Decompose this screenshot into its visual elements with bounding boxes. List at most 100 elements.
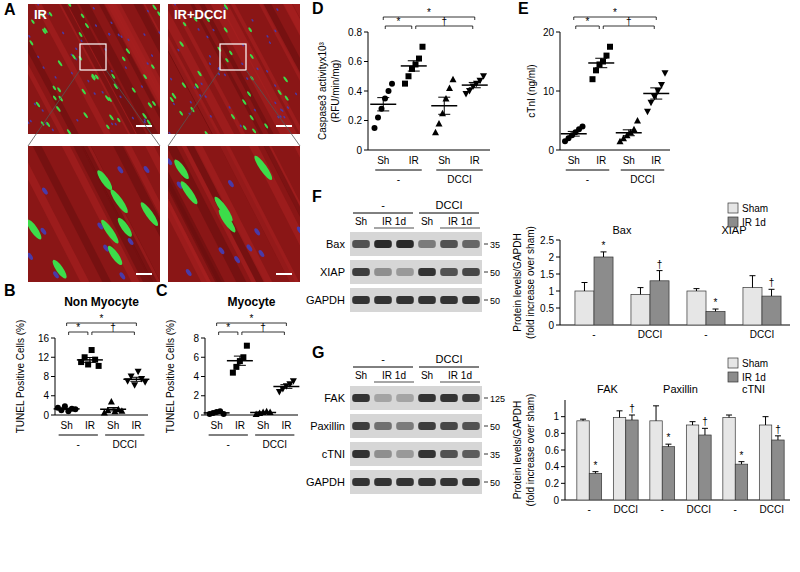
error-cap bbox=[595, 67, 607, 68]
group-label: DCCI bbox=[447, 174, 471, 185]
fiber bbox=[210, 4, 290, 134]
row-label: FAK bbox=[324, 392, 345, 404]
error-bar bbox=[211, 412, 223, 413]
x-tick-label: Sh bbox=[623, 155, 635, 166]
error-cap bbox=[665, 444, 671, 445]
point bbox=[439, 110, 446, 117]
band bbox=[462, 478, 480, 486]
nucleus bbox=[140, 85, 143, 88]
nucleus bbox=[28, 121, 30, 124]
mw-label: 50 bbox=[490, 478, 500, 488]
tunel-cell bbox=[55, 106, 61, 113]
point bbox=[406, 73, 412, 79]
tunel-cell bbox=[242, 99, 248, 106]
tunel-cell bbox=[230, 113, 235, 119]
error-stem bbox=[413, 61, 414, 71]
y-tick-label: 0 bbox=[193, 410, 199, 421]
band bbox=[396, 394, 414, 402]
error-cap bbox=[84, 357, 96, 358]
tunel-cell bbox=[242, 125, 247, 131]
error-cap bbox=[617, 410, 623, 411]
nucleus bbox=[93, 92, 96, 95]
nucleus bbox=[283, 115, 286, 118]
y-tick bbox=[556, 308, 560, 309]
y-tick bbox=[364, 61, 368, 62]
mw-tick bbox=[484, 426, 488, 427]
y-tick-label: 16 bbox=[38, 333, 50, 344]
tunel-cell bbox=[78, 32, 83, 38]
significance-label: † bbox=[260, 322, 266, 333]
point bbox=[480, 73, 487, 80]
y-tick-label: 0.6 bbox=[348, 56, 362, 67]
tunel-cell bbox=[138, 200, 160, 227]
tunel-cell bbox=[172, 158, 191, 181]
error-bar bbox=[130, 377, 142, 381]
error-cap bbox=[130, 377, 142, 378]
nucleus bbox=[274, 84, 277, 87]
group-label: Paxillin bbox=[663, 383, 698, 395]
y-tick bbox=[556, 257, 560, 258]
y-tick bbox=[201, 395, 205, 396]
nucleus bbox=[92, 7, 95, 10]
point bbox=[466, 88, 473, 95]
error-bar bbox=[580, 419, 586, 421]
legend-swatch bbox=[728, 358, 738, 368]
legend-label: Sham bbox=[742, 358, 768, 369]
significance-label: * bbox=[586, 16, 590, 27]
point bbox=[375, 115, 381, 121]
point bbox=[108, 398, 115, 405]
error-stem bbox=[474, 82, 475, 87]
significance-label: * bbox=[427, 7, 431, 18]
mw-label: 50 bbox=[490, 422, 500, 432]
tunel-cell bbox=[171, 92, 177, 99]
y-tick bbox=[561, 466, 565, 467]
group-line bbox=[375, 170, 422, 171]
tunel-cell bbox=[52, 85, 57, 91]
band bbox=[352, 450, 370, 458]
nucleus bbox=[209, 115, 212, 118]
tunel-cell bbox=[178, 179, 200, 206]
error-cap bbox=[234, 356, 246, 357]
plot-area bbox=[28, 146, 160, 282]
x-tick-label: DCCI bbox=[687, 504, 711, 515]
tunel-cell bbox=[179, 110, 184, 116]
error-stem bbox=[239, 356, 240, 365]
error-cap bbox=[580, 419, 586, 420]
nucleus bbox=[114, 122, 117, 125]
nucleus bbox=[28, 35, 31, 38]
y-tick-label: 2.5 bbox=[540, 235, 554, 246]
tunel-cell bbox=[71, 54, 76, 60]
y-tick-label: 1 bbox=[548, 286, 554, 297]
point bbox=[142, 379, 149, 386]
nucleus bbox=[87, 79, 90, 82]
error-bar bbox=[690, 422, 696, 425]
panel-letter: E bbox=[518, 0, 529, 17]
y-axis bbox=[560, 240, 561, 325]
tunel-cell bbox=[204, 131, 209, 134]
y-axis-label: Protein levels/GAPDH bbox=[512, 233, 523, 331]
tunel-cell bbox=[264, 123, 269, 129]
error-cap bbox=[257, 412, 269, 413]
legend-label: Sham bbox=[742, 203, 768, 214]
band bbox=[462, 422, 480, 430]
error-bar bbox=[693, 289, 699, 291]
error-stem bbox=[286, 385, 287, 389]
x-tick-label: IR bbox=[281, 420, 291, 431]
fiber bbox=[28, 4, 80, 134]
nucleus bbox=[117, 33, 120, 36]
error-stem bbox=[656, 406, 657, 421]
band bbox=[440, 296, 458, 304]
error-cap bbox=[650, 99, 662, 100]
mw-label: 125 bbox=[490, 394, 505, 404]
error-bar bbox=[738, 462, 744, 465]
x-tick-label: - bbox=[734, 504, 737, 515]
group-label: DCCI bbox=[436, 199, 463, 211]
error-bar bbox=[665, 444, 671, 447]
error-stem bbox=[573, 131, 574, 136]
band bbox=[396, 240, 414, 248]
y-axis-label: (RFU/min/mg) bbox=[330, 60, 341, 123]
bar-annotation: † bbox=[769, 277, 775, 288]
nucleus bbox=[131, 116, 134, 119]
mean-line bbox=[204, 412, 230, 414]
nucleus bbox=[75, 47, 78, 50]
